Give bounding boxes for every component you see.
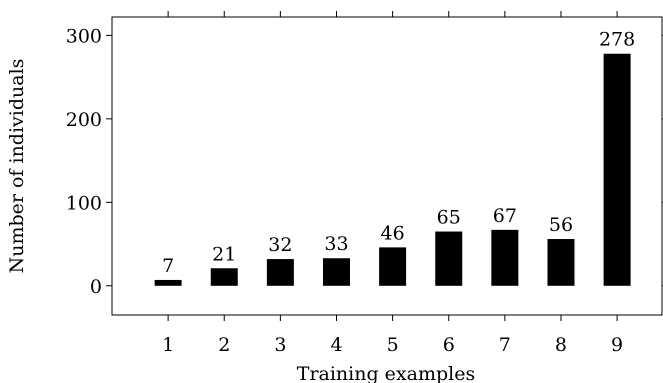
y-tick-label: 200 — [66, 109, 102, 131]
bar — [210, 268, 238, 286]
bar-value-label: 278 — [599, 29, 635, 51]
bar — [379, 247, 407, 286]
x-tick-label: 4 — [330, 334, 342, 356]
bar-value-label: 7 — [162, 255, 174, 277]
x-axis-label: Training examples — [297, 363, 475, 383]
x-tick-label: 1 — [162, 334, 174, 356]
bar — [491, 229, 519, 286]
y-tick-labels: 0 100 200 300 — [66, 25, 102, 297]
data-labels: 7 21 32 33 46 65 67 56 278 — [162, 29, 635, 277]
bar-value-label: 46 — [381, 222, 405, 244]
x-tick-label: 2 — [218, 334, 230, 356]
x-tick-label: 6 — [443, 334, 455, 356]
bars — [154, 53, 631, 286]
x-tick-label: 3 — [274, 334, 286, 356]
bar-value-label: 21 — [212, 243, 236, 265]
y-tick-label: 100 — [66, 192, 102, 214]
bar — [603, 53, 631, 286]
axis-ticks — [106, 11, 663, 321]
bar — [435, 231, 463, 286]
bar — [547, 239, 575, 286]
x-tick-label: 5 — [387, 334, 399, 356]
bar-value-label: 67 — [493, 205, 517, 227]
bar-value-label: 33 — [324, 233, 348, 255]
bar-value-label: 56 — [549, 214, 573, 236]
y-axis-label: Number of individuals — [6, 59, 28, 274]
bar-value-label: 65 — [437, 207, 461, 229]
plot-frame — [111, 16, 663, 316]
y-tick-label: 0 — [90, 276, 102, 298]
bar — [154, 279, 182, 286]
bar-value-label: 32 — [268, 234, 292, 256]
x-tick-label: 8 — [555, 334, 567, 356]
bar — [266, 259, 294, 286]
y-tick-label: 300 — [66, 25, 102, 47]
bar — [322, 258, 350, 286]
x-tick-labels: 1 2 3 4 5 6 7 8 9 — [162, 334, 623, 356]
x-tick-label: 7 — [499, 334, 511, 356]
x-tick-label: 9 — [611, 334, 623, 356]
